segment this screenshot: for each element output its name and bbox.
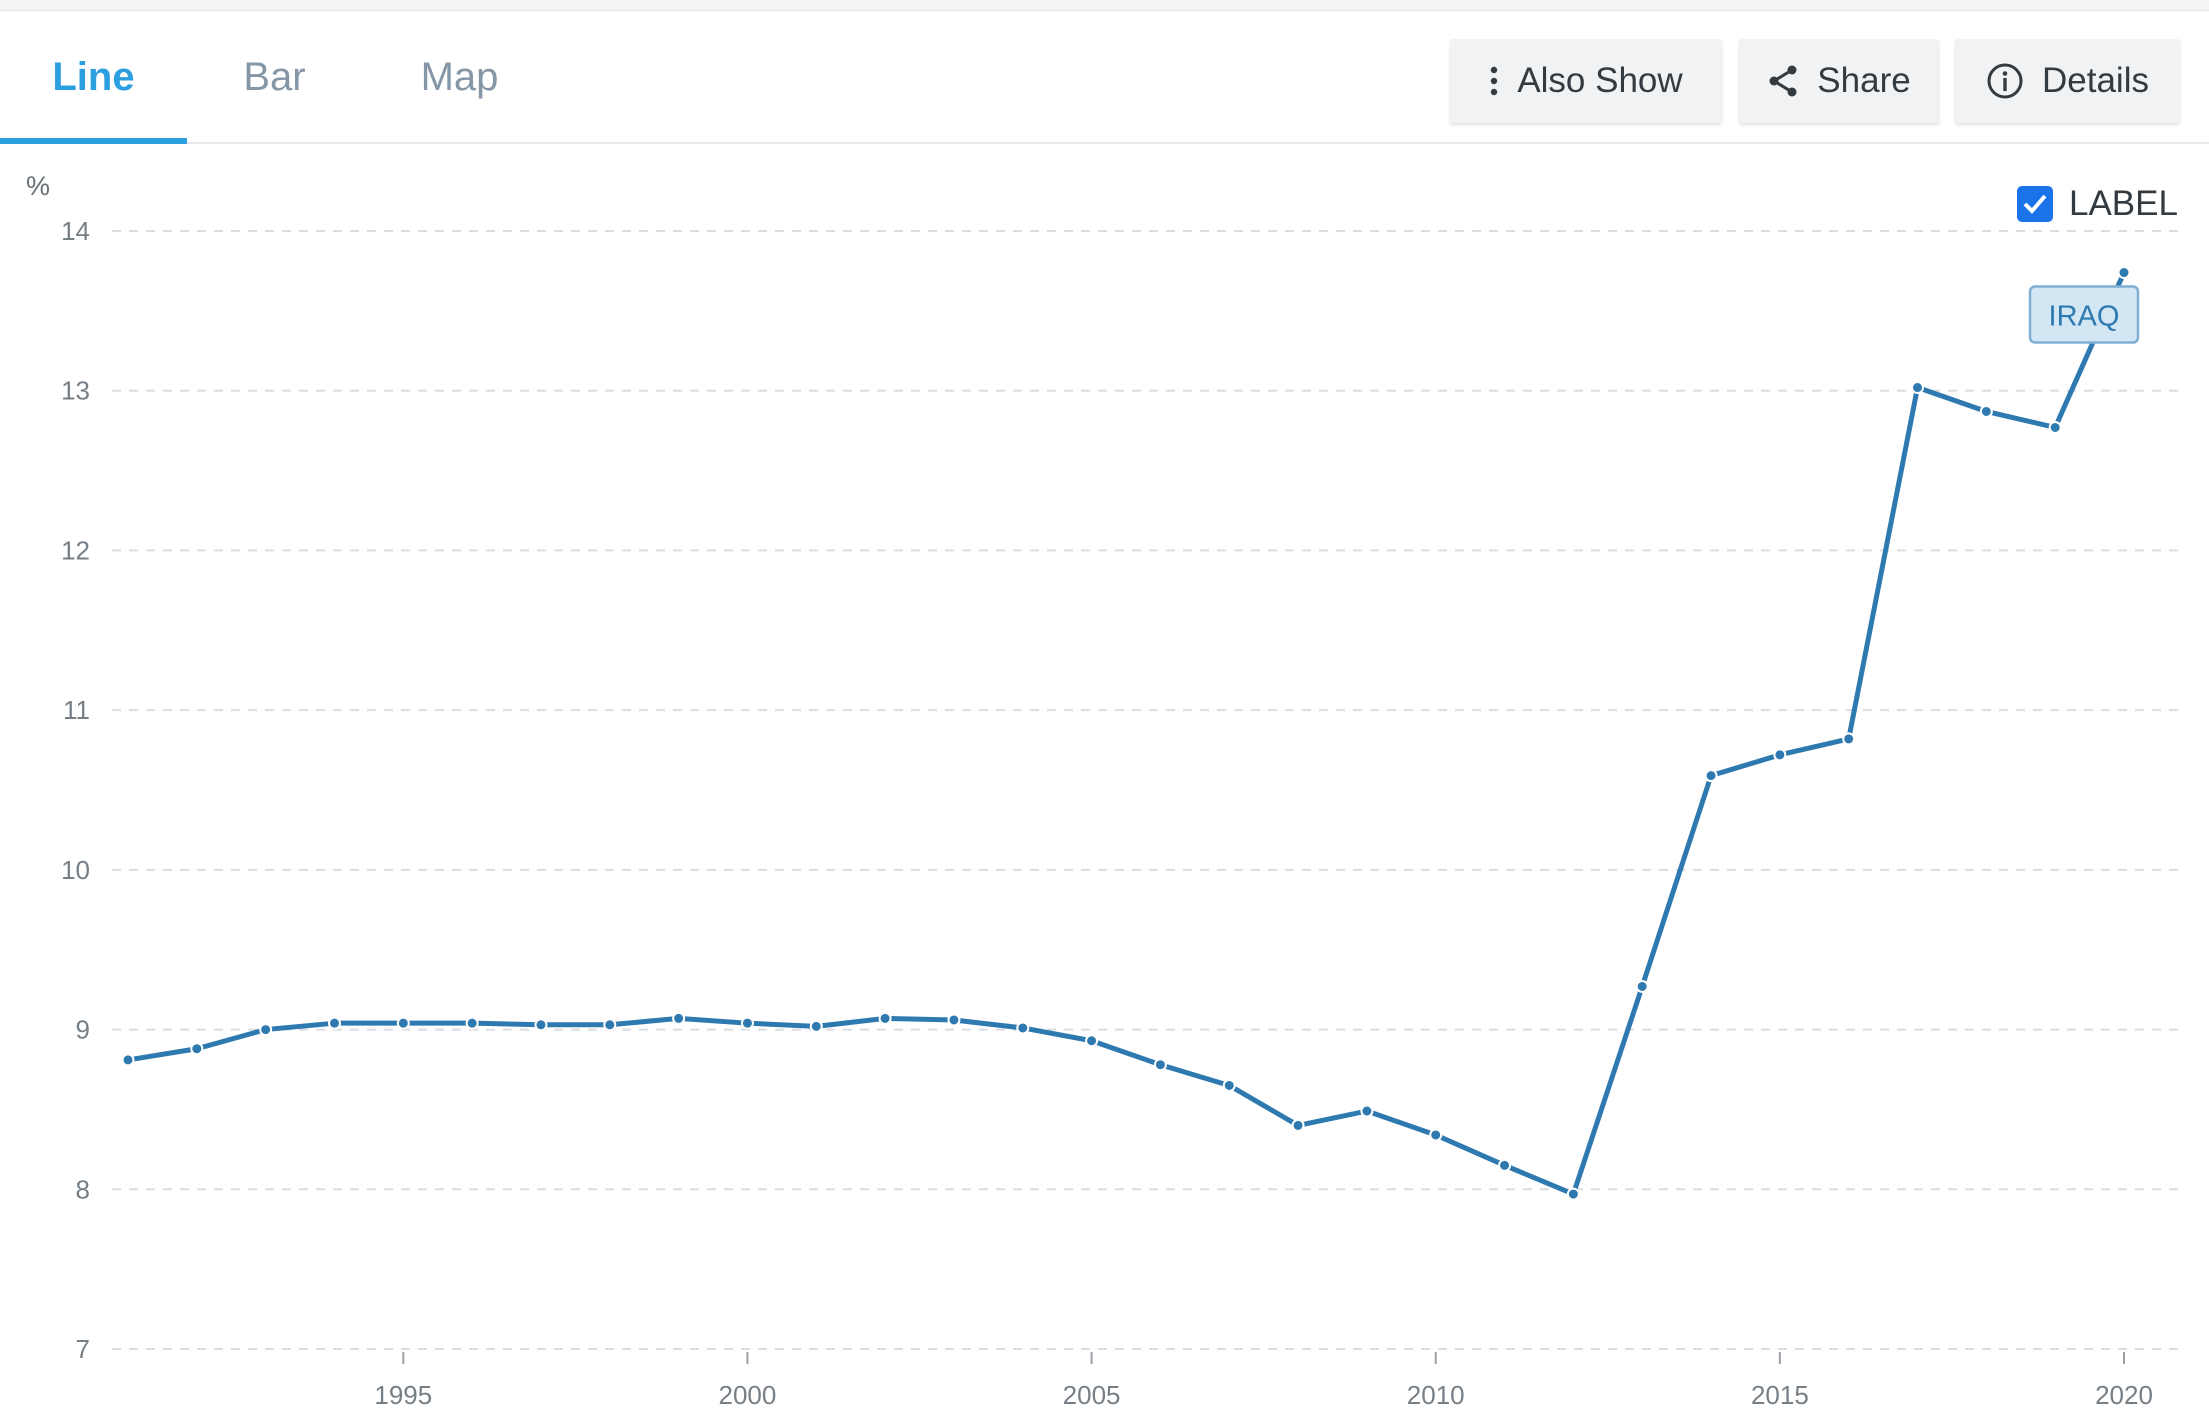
data-point[interactable] bbox=[534, 1018, 548, 1032]
data-point[interactable] bbox=[1429, 1128, 1443, 1142]
active-tab-indicator bbox=[0, 138, 187, 144]
also-show-button[interactable]: Also Show bbox=[1450, 39, 1722, 123]
info-icon bbox=[1986, 62, 2024, 100]
data-point[interactable] bbox=[1704, 769, 1718, 783]
x-axis-ticks: 1995 2000 2005 2010 2015 2020 bbox=[374, 1352, 2153, 1410]
series-tag-box bbox=[2028, 285, 2140, 344]
tab-bar[interactable]: Bar bbox=[243, 55, 306, 99]
data-point[interactable] bbox=[1979, 404, 1993, 418]
series-tag: IRAQ bbox=[2028, 285, 2140, 344]
label-toggle[interactable]: LABEL bbox=[2017, 184, 2178, 224]
data-point[interactable] bbox=[740, 1016, 754, 1030]
y-tick-label: 14 bbox=[61, 216, 90, 246]
series-line bbox=[125, 270, 2127, 1197]
data-point[interactable] bbox=[327, 1016, 341, 1030]
data-point[interactable] bbox=[947, 1013, 961, 1027]
also-show-label: Also Show bbox=[1517, 61, 1683, 100]
data-point[interactable] bbox=[2117, 266, 2131, 280]
vertical-dots-icon bbox=[1489, 66, 1499, 96]
tab-line[interactable]: Line bbox=[52, 55, 135, 99]
x-tick-label: 2010 bbox=[1407, 1380, 1465, 1410]
data-point[interactable] bbox=[1498, 1158, 1512, 1172]
y-tick-label: 7 bbox=[76, 1334, 90, 1364]
data-point[interactable] bbox=[1360, 1104, 1374, 1118]
x-tick-label: 2015 bbox=[1751, 1380, 1809, 1410]
chart-gridlines bbox=[112, 230, 2180, 1350]
data-point[interactable] bbox=[672, 1011, 686, 1025]
data-point[interactable] bbox=[1566, 1187, 1580, 1201]
y-tick-label: 13 bbox=[61, 376, 90, 406]
y-tick-label: 12 bbox=[61, 535, 90, 565]
data-point[interactable] bbox=[1773, 748, 1787, 762]
data-point[interactable] bbox=[190, 1042, 204, 1056]
checkmark-icon bbox=[2023, 194, 2047, 214]
y-tick-label: 10 bbox=[61, 855, 90, 885]
data-point[interactable] bbox=[1222, 1078, 1236, 1092]
line-chart: % 7 8 9 10 11 12 13 14 1995 2000 2005 2010 2015 2020… bbox=[26, 171, 2180, 1410]
details-label: Details bbox=[2042, 61, 2149, 100]
data-point[interactable] bbox=[603, 1018, 617, 1032]
chart-series bbox=[121, 266, 2131, 1201]
data-point[interactable] bbox=[1085, 1034, 1099, 1048]
data-point[interactable] bbox=[1291, 1118, 1305, 1132]
data-point[interactable] bbox=[1016, 1021, 1030, 1035]
data-point[interactable] bbox=[1842, 732, 1856, 746]
details-button[interactable]: Details bbox=[1955, 39, 2180, 123]
y-tick-label: 11 bbox=[63, 695, 90, 725]
data-point[interactable] bbox=[1911, 381, 1925, 395]
chart-tab-bar: Line Bar Map Also Show Share bbox=[0, 11, 2209, 144]
share-button[interactable]: Share bbox=[1739, 39, 1939, 123]
data-point[interactable] bbox=[809, 1019, 823, 1033]
share-label: Share bbox=[1817, 61, 1911, 100]
y-tick-label: 9 bbox=[76, 1015, 90, 1045]
tab-map[interactable]: Map bbox=[420, 55, 499, 99]
data-point[interactable] bbox=[396, 1016, 410, 1030]
data-point[interactable] bbox=[259, 1023, 273, 1037]
y-axis-unit-label: % bbox=[26, 171, 50, 201]
series-tag-label: IRAQ bbox=[2049, 301, 2120, 333]
x-tick-label: 2005 bbox=[1063, 1380, 1121, 1410]
data-point[interactable] bbox=[465, 1016, 479, 1030]
data-point[interactable] bbox=[1153, 1058, 1167, 1072]
label-checkbox[interactable] bbox=[2017, 186, 2053, 222]
y-axis-ticks: 7 8 9 10 11 12 13 14 bbox=[61, 216, 90, 1364]
data-point[interactable] bbox=[878, 1011, 892, 1025]
x-tick-label: 2000 bbox=[719, 1380, 777, 1410]
data-point[interactable] bbox=[121, 1053, 135, 1067]
x-tick-label: 2020 bbox=[2095, 1380, 2153, 1410]
data-point[interactable] bbox=[1635, 979, 1649, 993]
share-icon bbox=[1767, 64, 1799, 98]
label-toggle-text: LABEL bbox=[2069, 184, 2178, 223]
x-tick-label: 1995 bbox=[374, 1380, 432, 1410]
y-tick-label: 8 bbox=[76, 1174, 90, 1204]
data-point[interactable] bbox=[2048, 420, 2062, 434]
top-strip bbox=[0, 0, 2209, 11]
